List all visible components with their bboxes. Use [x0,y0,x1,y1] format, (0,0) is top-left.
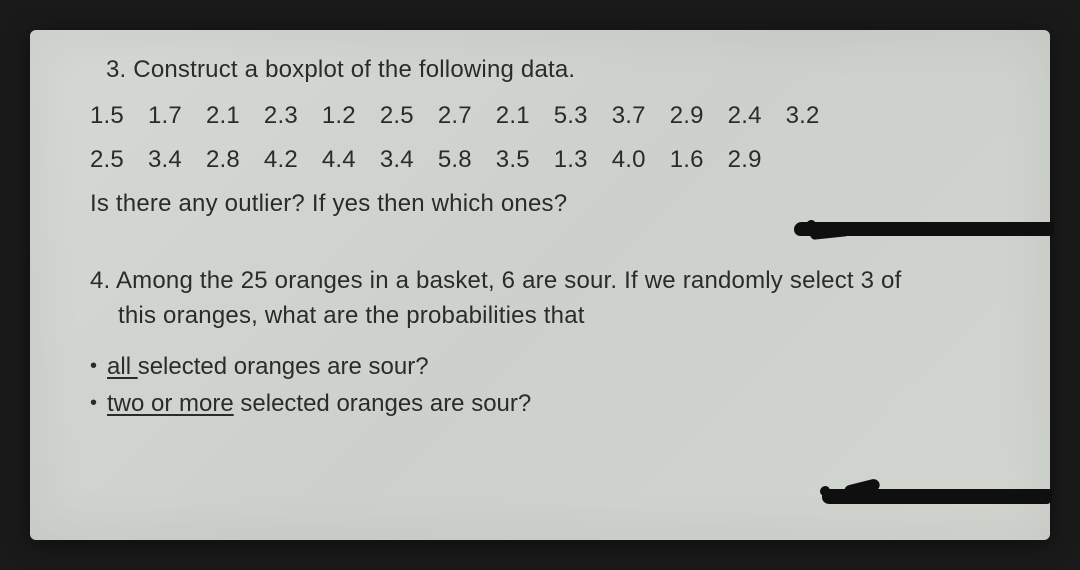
data-value: 5.3 [554,102,588,130]
bullet-rest: selected oranges are sour? [234,390,532,417]
data-value: 3.4 [148,146,182,174]
q3-prompt: 3. Construct a boxplot of the following … [106,56,1010,84]
data-value: 1.2 [322,102,356,130]
bullet-rest: selected oranges are sour? [138,353,429,380]
q3-data-row-2: 2.5 3.4 2.8 4.2 4.4 3.4 5.8 3.5 1.3 4.0 … [90,146,1010,174]
data-value: 3.2 [786,102,820,130]
data-value: 3.7 [612,102,646,130]
bullet-dot-icon: • [90,393,97,413]
data-value: 5.8 [438,146,472,174]
q3-title-text: Construct a boxplot of the following dat… [133,56,575,83]
q4-bullet-1: • all selected oranges are sour? [90,348,1010,385]
data-value: 4.2 [264,146,298,174]
q4-prompt: 4. Among the 25 oranges in a basket, 6 a… [90,264,1010,334]
data-value: 2.9 [670,102,704,130]
data-value: 2.1 [206,102,240,130]
bullet-text: two or more selected oranges are sour? [107,385,531,422]
data-value: 3.5 [496,146,530,174]
worksheet-page: 3. Construct a boxplot of the following … [30,30,1050,540]
question-3: 3. Construct a boxplot of the following … [90,56,1010,218]
question-4: 4. Among the 25 oranges in a basket, 6 a… [90,264,1010,422]
data-value: 4.4 [322,146,356,174]
data-value: 2.7 [438,102,472,130]
q3-number: 3. [106,56,126,83]
data-value: 1.3 [554,146,588,174]
data-value: 2.3 [264,102,298,130]
data-value: 1.7 [148,102,182,130]
q4-line1: Among the 25 oranges in a basket, 6 are … [116,267,902,294]
data-value: 2.1 [496,102,530,130]
q4-bullet-2: • two or more selected oranges are sour? [90,385,1010,422]
data-value: 2.9 [728,146,762,174]
data-value: 2.5 [90,146,124,174]
data-value: 1.5 [90,102,124,130]
data-value: 2.8 [206,146,240,174]
bullet-underlined: all [107,353,138,380]
bullet-dot-icon: • [90,356,97,376]
q3-data: 1.5 1.7 2.1 2.3 1.2 2.5 2.7 2.1 5.3 3.7 … [90,102,1010,174]
data-value: 2.5 [380,102,414,130]
data-value: 3.4 [380,146,414,174]
q4-bullets: • all selected oranges are sour? • two o… [90,348,1010,422]
data-value: 1.6 [670,146,704,174]
q4-number: 4. [90,267,110,294]
bullet-text: all selected oranges are sour? [107,348,429,385]
q4-line2: this oranges, what are the probabilities… [118,302,585,329]
data-value: 4.0 [612,146,646,174]
q3-data-row-1: 1.5 1.7 2.1 2.3 1.2 2.5 2.7 2.1 5.3 3.7 … [90,102,1010,130]
data-value: 2.4 [728,102,762,130]
bullet-underlined: two or more [107,390,234,417]
q3-followup: Is there any outlier? If yes then which … [90,190,1010,218]
